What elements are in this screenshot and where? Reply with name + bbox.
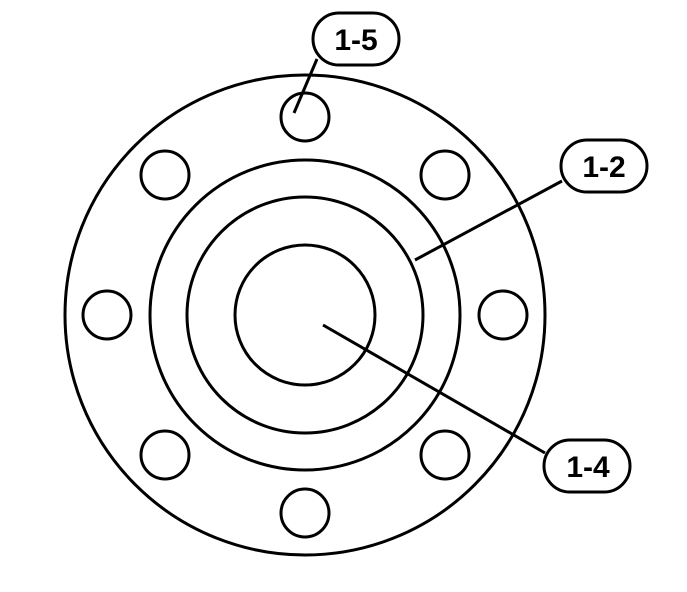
bolt-hole-1-5 <box>421 151 469 199</box>
bolt-hole-1-5 <box>83 291 131 339</box>
bolt-hole-1-5 <box>141 431 189 479</box>
label-text-l15: 1-5 <box>334 24 377 57</box>
bolt-hole-1-5 <box>141 151 189 199</box>
leader-l15 <box>294 59 317 113</box>
outer-ring <box>65 75 545 555</box>
bolt-hole-1-5 <box>479 291 527 339</box>
label-text-l14: 1-4 <box>566 451 610 484</box>
bolt-hole-1-5 <box>281 489 329 537</box>
label-text-l12: 1-2 <box>582 151 625 184</box>
flange-diagram: 1-5 1-2 1-4 <box>0 0 687 592</box>
ring-1-2 <box>150 160 460 470</box>
bolt-hole-1-5 <box>421 431 469 479</box>
bolt-hole-1-5 <box>281 93 329 141</box>
ring-inner <box>187 197 423 433</box>
leader-l12 <box>415 181 562 260</box>
center-bore-1-4 <box>235 245 375 385</box>
